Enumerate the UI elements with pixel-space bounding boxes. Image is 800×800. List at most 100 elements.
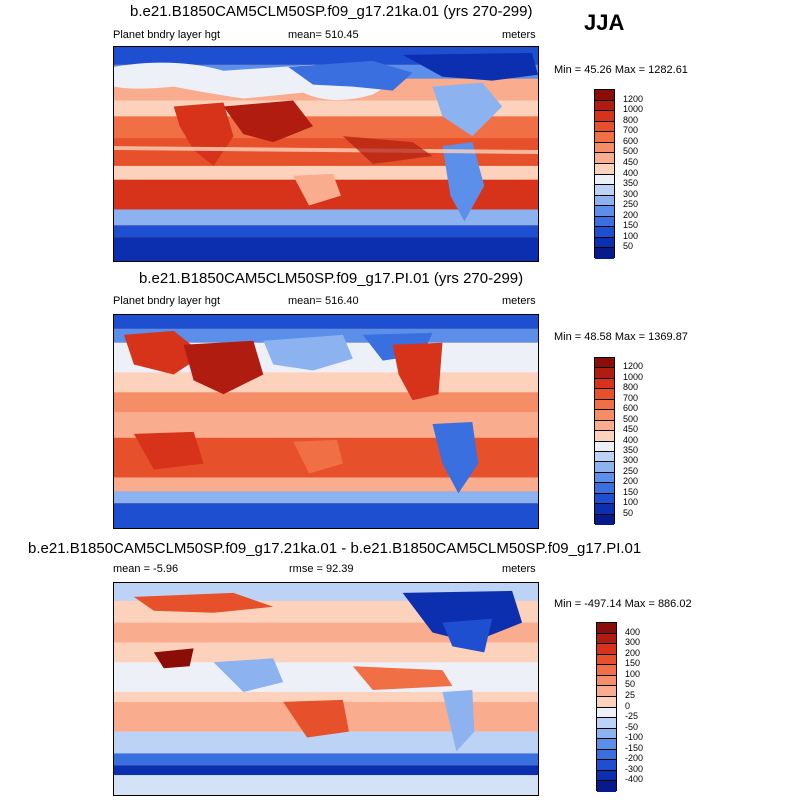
panel3-units-label: meters — [502, 563, 536, 575]
colorbar-tick-label: 1200 — [623, 361, 644, 372]
colorbar-cell — [595, 514, 614, 525]
colorbar-tick-label: 600 — [623, 403, 639, 414]
panel2-title: b.e21.B1850CAM5CLM50SP.f09_g17.PI.01 (yr… — [139, 270, 524, 287]
colorbar-cell — [595, 153, 614, 164]
panel2-minmax-label: Min = 48.58 Max = 1369.87 — [554, 331, 688, 343]
colorbar-tick-label: -100 — [625, 732, 644, 743]
colorbar-tick-label: -50 — [625, 721, 639, 732]
colorbar-tick-label: 350 — [623, 178, 639, 189]
colorbar-cell — [597, 654, 616, 666]
colorbar-cell — [595, 227, 614, 238]
colorbar-cell — [595, 206, 614, 217]
colorbar-cell — [595, 462, 614, 473]
colorbar-cell — [595, 90, 614, 101]
colorbar-cell — [597, 675, 616, 687]
colorbar-tick-label: 450 — [623, 424, 639, 435]
colorbar-tick-label: 1200 — [623, 93, 644, 104]
colorbar-tick-label: 450 — [623, 156, 639, 167]
colorbar-tick-label: 50 — [623, 241, 634, 252]
colorbar-tick-label: 150 — [623, 486, 639, 497]
colorbar-tick-label: 50 — [623, 507, 634, 518]
colorbar-cell — [597, 623, 616, 634]
colorbar-tick-label: 400 — [625, 626, 641, 637]
colorbar-tick-label: 100 — [623, 230, 639, 241]
colorbar-cell — [595, 399, 614, 411]
colorbar-cell — [595, 451, 614, 463]
colorbar-cell — [595, 237, 614, 249]
panel3-rmse-label: rmse = 92.39 — [289, 563, 354, 575]
colorbar-cell — [597, 718, 616, 729]
colorbar-cell — [595, 472, 614, 484]
colorbar-cell — [595, 378, 614, 390]
colorbar-cell — [597, 696, 616, 708]
colorbar-tick-label: 250 — [623, 199, 639, 210]
colorbar-tick-label: 700 — [623, 392, 639, 403]
colorbar-tick-label: 50 — [625, 679, 636, 690]
colorbar-tick-label: 25 — [625, 689, 636, 700]
panel2-variable-label: Planet bndry layer hgt — [113, 295, 221, 307]
colorbar-tick-label: 200 — [625, 647, 641, 658]
panel2-colorbar — [594, 357, 615, 525]
colorbar-cell — [597, 770, 616, 782]
colorbar-cell — [595, 504, 614, 515]
colorbar-cell — [595, 410, 614, 421]
panel3-map — [113, 582, 539, 796]
panel1-minmax-label: Min = 45.26 Max = 1282.61 — [554, 64, 688, 76]
colorbar-cell — [597, 665, 616, 676]
colorbar-cell — [595, 121, 614, 133]
colorbar-tick-label: 800 — [623, 114, 639, 125]
colorbar-cell — [597, 633, 616, 645]
colorbar-cell — [595, 100, 614, 112]
colorbar-cell — [595, 174, 614, 186]
colorbar-tick-label: -150 — [625, 742, 644, 753]
colorbar-cell — [595, 248, 614, 259]
colorbar-tick-label: 500 — [623, 146, 639, 157]
colorbar-cell — [595, 483, 614, 494]
colorbar-tick-label: 300 — [623, 455, 639, 466]
colorbar-cell — [595, 132, 614, 143]
colorbar-cell — [597, 760, 616, 771]
colorbar-tick-label: 100 — [625, 668, 641, 679]
colorbar-tick-label: 1000 — [623, 371, 644, 382]
colorbar-cell — [595, 185, 614, 196]
panel1-map — [113, 46, 539, 262]
panel1-colorbar — [594, 89, 615, 259]
colorbar-cell — [595, 493, 614, 505]
colorbar-cell — [597, 686, 616, 697]
panel2-map — [113, 314, 539, 529]
colorbar-cell — [595, 441, 614, 452]
panel1-mean-label: mean= 510.45 — [288, 29, 359, 41]
colorbar-tick-label: -200 — [625, 753, 644, 764]
panel3-mean-label: mean = -5.96 — [113, 563, 179, 575]
colorbar-tick-label: 200 — [623, 476, 639, 487]
panel1-variable-label: Planet bndry layer hgt — [113, 29, 221, 41]
panel2-mean-label: mean= 516.40 — [288, 295, 359, 307]
colorbar-tick-label: 500 — [623, 413, 639, 424]
colorbar-cell — [595, 420, 614, 432]
panel2-units-label: meters — [502, 295, 536, 307]
colorbar-cell — [595, 216, 614, 228]
colorbar-tick-label: 700 — [623, 125, 639, 136]
colorbar-cell — [597, 644, 616, 655]
colorbar-tick-label: 300 — [623, 188, 639, 199]
colorbar-tick-label: 150 — [625, 658, 641, 669]
colorbar-cell — [597, 728, 616, 740]
panel1-title: b.e21.B1850CAM5CLM50SP.f09_g17.21ka.01 (… — [130, 3, 533, 20]
colorbar-tick-label: 300 — [625, 637, 641, 648]
colorbar-cell — [595, 163, 614, 175]
colorbar-cell — [595, 111, 614, 122]
colorbar-tick-label: 1000 — [623, 104, 644, 115]
colorbar-cell — [595, 142, 614, 154]
colorbar-tick-label: -25 — [625, 711, 639, 722]
colorbar-tick-label: 800 — [623, 382, 639, 393]
colorbar-cell — [595, 368, 614, 379]
colorbar-tick-label: 150 — [623, 220, 639, 231]
colorbar-cell — [597, 781, 616, 792]
colorbar-tick-label: 400 — [623, 434, 639, 445]
colorbar-tick-label: 400 — [623, 167, 639, 178]
colorbar-cell — [597, 749, 616, 761]
colorbar-cell — [595, 195, 614, 207]
colorbar-tick-label: -400 — [625, 774, 644, 785]
colorbar-cell — [597, 739, 616, 750]
colorbar-tick-label: 100 — [623, 497, 639, 508]
